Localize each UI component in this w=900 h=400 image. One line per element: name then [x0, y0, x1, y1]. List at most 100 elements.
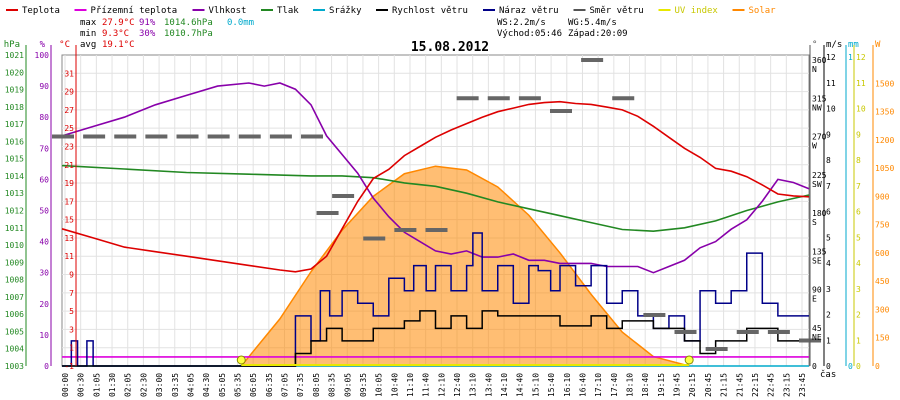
pressure-tick-label: 1019 — [5, 86, 24, 95]
series-rychlost-v-tru — [62, 310, 809, 367]
sunset-marker — [684, 355, 694, 365]
wind-speed-tick-label: 8 — [826, 156, 831, 165]
wind-direction-mark — [643, 313, 666, 317]
pressure-tick-label: 1018 — [5, 103, 24, 112]
x-tick-label: 22:15 — [751, 373, 760, 397]
stat-min-label: min — [80, 29, 96, 39]
pressure-tick-label: 1012 — [5, 207, 24, 216]
pressure-tick-label: 1009 — [5, 258, 24, 267]
uv-tick-label: 5 — [856, 233, 861, 242]
pressure-tick-label: 1013 — [5, 189, 24, 198]
wind-direction-mark — [487, 96, 510, 101]
x-tick-label: 08:05 — [312, 373, 321, 397]
x-tick-label: 14:40 — [516, 373, 525, 397]
stat-wind-speed: WS:2.2m/s — [497, 18, 546, 28]
legend-label: Směr větru — [590, 6, 644, 16]
uv-tick-label: 11 — [856, 79, 866, 88]
pressure-tick-label: 1005 — [5, 327, 24, 336]
wind-direction-mark — [612, 96, 635, 101]
wind-direction-mark — [425, 228, 448, 232]
pressure-tick-label: 1017 — [5, 120, 24, 129]
wind-direction-mark — [316, 211, 339, 215]
x-tick-label: 11:10 — [406, 373, 415, 397]
solar-tick-label: 1050 — [875, 164, 894, 173]
wind-direction-mark — [518, 96, 541, 101]
x-tick-label: 08:35 — [328, 373, 337, 397]
wind-speed-tick-label: 9 — [826, 130, 831, 139]
wind-direction-mark — [674, 330, 697, 334]
humidity-tick-label: 30 — [39, 269, 49, 278]
x-tick-label: 16:40 — [578, 373, 587, 397]
x-tick-label: 09:35 — [359, 373, 368, 397]
x-tick-label: 19:45 — [673, 373, 682, 397]
x-tick-label: 22:45 — [767, 373, 776, 397]
wind-direction-mark — [581, 58, 604, 62]
x-tick-label: 10:05 — [375, 373, 384, 397]
wind-dir-compass-label: W — [812, 142, 817, 151]
stat-sunset: Západ:20:09 — [568, 29, 628, 39]
wind-direction-mark — [550, 109, 572, 113]
x-tick-label: 02:30 — [139, 373, 148, 397]
solar-area — [239, 165, 690, 367]
wind-speed-tick-label: 3 — [826, 285, 831, 294]
uv-tick-label: 1 — [856, 336, 861, 345]
stat-min-hum: 30% — [139, 29, 156, 39]
wind-speed-tick-label: 1 — [826, 336, 831, 345]
wind-direction-mark — [269, 134, 292, 139]
sunrise-marker — [236, 355, 246, 365]
wind-speed-tick-label: 10 — [826, 105, 836, 114]
uv-tick-label: 9 — [856, 130, 861, 139]
legend-label: Teplota — [22, 6, 60, 16]
uv-tick-label: 10 — [856, 105, 866, 114]
x-tick-label: 13:10 — [469, 373, 478, 397]
legend-label: Náraz větru — [499, 6, 559, 16]
solar-tick-label: 750 — [875, 221, 890, 230]
wind-direction-mark — [332, 194, 355, 198]
wind-speed-axis-unit: m/s — [826, 40, 842, 50]
wind-dir-tick-label: 180 — [812, 209, 827, 218]
x-tick-label: 03:35 — [171, 373, 180, 397]
x-tick-label: 01:30 — [108, 373, 117, 397]
uv-tick-label: 2 — [856, 311, 861, 320]
uv-tick-label: 3 — [856, 285, 861, 294]
x-tick-label: 23:15 — [782, 373, 791, 397]
humidity-tick-label: 100 — [35, 51, 50, 60]
rain-tick-label: 0 — [848, 362, 853, 371]
solar-axis-unit: W — [875, 40, 881, 50]
pressure-tick-label: 1006 — [5, 310, 24, 319]
temperature-tick-label: 23 — [64, 142, 74, 151]
rain-axis-unit: mm — [848, 40, 859, 50]
x-tick-label: 12:10 — [437, 373, 446, 397]
wind-dir-axis-unit: ° — [812, 40, 817, 50]
solar-tick-label: 900 — [875, 192, 890, 201]
temperature-tick-label: -1 — [64, 362, 74, 371]
wind-speed-tick-label: 5 — [826, 233, 831, 242]
stat-avg-temp: 19.1°C — [102, 40, 135, 50]
temperature-tick-label: 1 — [69, 344, 74, 353]
wind-dir-tick-label: 0 — [812, 362, 817, 371]
wind-dir-tick-label: 90 — [812, 286, 822, 295]
solar-layer — [239, 165, 690, 367]
legend-label: Vlhkost — [209, 6, 247, 16]
x-tick-label: 14:10 — [500, 373, 509, 397]
uv-tick-label: 12 — [856, 53, 866, 62]
x-tick-label: 20:45 — [704, 373, 713, 397]
pressure-tick-label: 1007 — [5, 293, 24, 302]
humidity-tick-label: 80 — [39, 113, 49, 122]
x-tick-label: 15:40 — [547, 373, 556, 397]
wind-speed-tick-label: 0 — [826, 362, 831, 371]
humidity-tick-label: 40 — [39, 238, 49, 247]
x-tick-label: 17:40 — [610, 373, 619, 397]
x-tick-label: 00:00 — [61, 373, 70, 397]
temperature-axis-unit: °C — [59, 40, 70, 50]
uv-tick-label: 0 — [856, 362, 861, 371]
wind-dir-compass-label: E — [812, 295, 817, 304]
wind-direction-mark — [394, 228, 417, 232]
stat-max-press: 1014.6hPa — [164, 18, 213, 28]
wind-speed-tick-label: 4 — [826, 259, 831, 268]
temperature-tick-label: 9 — [69, 271, 74, 280]
solar-tick-label: 150 — [875, 334, 890, 343]
temperature-tick-label: 31 — [64, 69, 74, 78]
wind-dir-compass-label: SE — [812, 256, 822, 265]
x-tick-label: 00:30 — [77, 373, 86, 397]
